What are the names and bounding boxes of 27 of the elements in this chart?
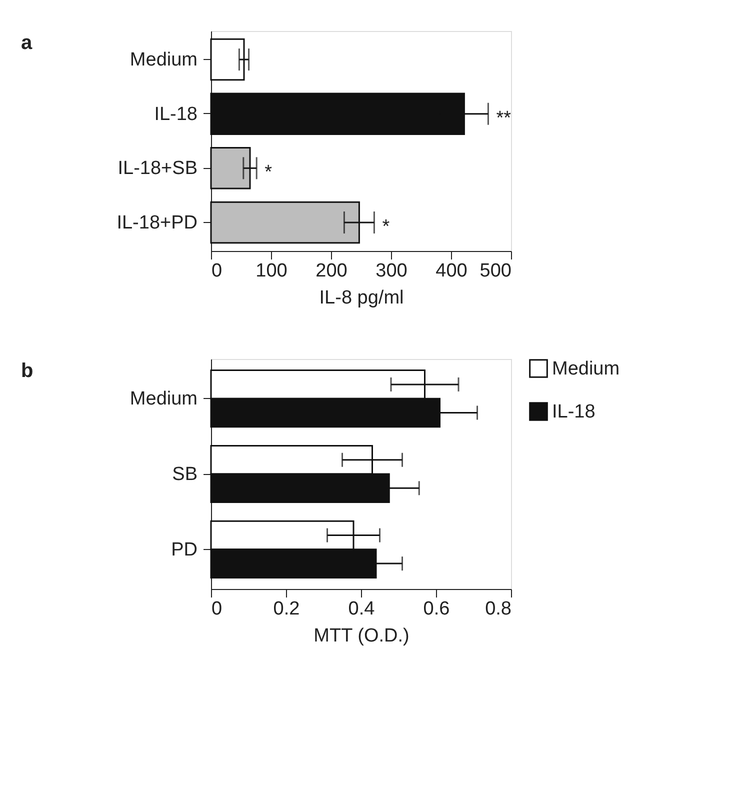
y-tick-label: IL-18+PD: [116, 212, 198, 234]
x-axis-title: IL-8 pg/ml: [319, 288, 404, 308]
x-tick-label: 0: [212, 598, 222, 620]
annotation: **: [496, 108, 512, 129]
x-tick-label: 0.4: [348, 598, 376, 620]
x-tick-label: 0: [212, 260, 222, 282]
legend-label: IL-18: [552, 402, 596, 422]
y-tick-label: Medium: [130, 50, 198, 71]
x-tick-label: 0.8: [485, 598, 512, 620]
annotation: *: [382, 216, 390, 238]
y-tick-label: SB: [172, 464, 198, 485]
text: b: [21, 360, 34, 382]
x-axis-title: MTT (O.D.): [314, 626, 410, 646]
y-tick-label: IL-18: [154, 104, 198, 125]
legend-label: Medium: [552, 358, 620, 380]
x-tick-label: 0.6: [423, 598, 450, 620]
x-tick-label: 400: [436, 260, 468, 282]
y-tick-label: Medium: [130, 388, 198, 410]
x-tick-label: 100: [256, 260, 288, 282]
x-tick-label: 300: [376, 260, 408, 282]
x-tick-label: 500: [480, 260, 512, 282]
text: a: [21, 32, 33, 54]
y-tick-label: IL-18+SB: [118, 158, 198, 180]
x-tick-label: 200: [316, 260, 348, 282]
y-tick-label: PD: [171, 539, 198, 560]
annotation: *: [264, 162, 273, 184]
x-tick-label: 0.2: [273, 598, 300, 620]
